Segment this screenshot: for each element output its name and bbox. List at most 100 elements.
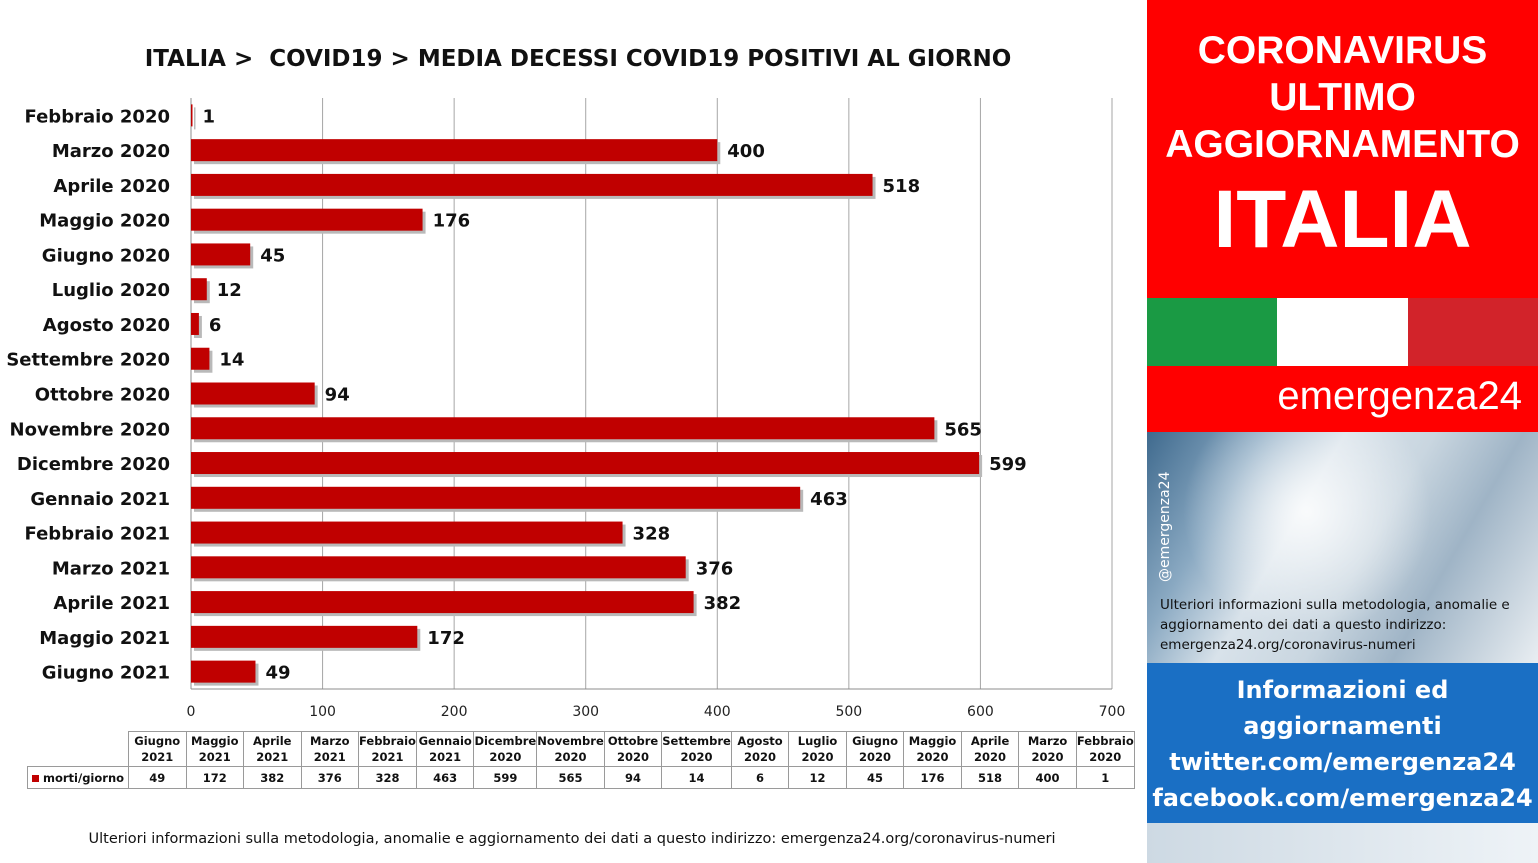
table-value-cell: 12 <box>788 766 847 789</box>
table-value-cell: 172 <box>185 766 244 789</box>
bar <box>191 243 251 266</box>
legend-swatch <box>32 774 39 782</box>
bar-value-label: 12 <box>217 280 242 301</box>
table-header-cell: Aprile 2020 <box>960 731 1020 767</box>
table-value-cell: 1 <box>1075 766 1135 789</box>
facebook-link[interactable]: facebook.com/emergenza24 <box>1152 784 1533 812</box>
table-value-cell: 328 <box>358 766 417 789</box>
country-name: ITALIA <box>1213 174 1472 265</box>
data-table: Giugno 2021 Maggio 2021 Aprile 2021 Marzo 2… <box>27 731 1135 789</box>
brand-bar: emergenza24 <box>1147 366 1538 432</box>
bar-value-label: 14 <box>219 350 244 371</box>
bottom-strip <box>1147 823 1538 863</box>
table-header-cell: Gennaio 2021 <box>415 731 475 767</box>
contact-line-1: Informazioni ed <box>1236 676 1449 704</box>
table-header-cell: Febbraio 2020 <box>1075 731 1135 767</box>
italian-flag <box>1147 298 1538 366</box>
bar-value-label: 1 <box>203 106 216 127</box>
bar <box>191 173 873 196</box>
category-label: Settembre 2020 <box>6 350 170 371</box>
bar <box>191 556 686 579</box>
table-series-cell: morti/giorno <box>27 766 129 789</box>
flag-stripe-red <box>1408 298 1538 366</box>
table-header-cell: Novembre 2020 <box>536 731 605 767</box>
x-tick-label: 0 <box>187 704 196 720</box>
bar-value-label: 518 <box>883 176 921 197</box>
bar <box>191 208 423 231</box>
table-value-cell: 565 <box>536 766 605 789</box>
bar-value-label: 565 <box>944 419 982 440</box>
category-label: Maggio 2021 <box>39 628 170 649</box>
table-header-cell: Maggio 2021 <box>185 731 244 767</box>
table-header-cell: Febbraio 2021 <box>358 731 417 767</box>
x-tick-label: 200 <box>441 704 468 720</box>
category-label: Marzo 2021 <box>52 558 170 579</box>
bar-value-label: 172 <box>427 628 465 649</box>
footnote: Ulteriori informazioni sulla metodologia… <box>88 831 1056 847</box>
category-label: Aprile 2020 <box>53 176 170 197</box>
table-header-cell: Settembre 2020 <box>661 731 732 767</box>
x-tick-label: 600 <box>967 704 994 720</box>
category-label: Giugno 2021 <box>42 663 170 684</box>
bar-value-label: 463 <box>810 489 848 510</box>
contact-line-2: aggiornamenti <box>1243 712 1442 740</box>
category-label: Marzo 2020 <box>52 141 170 162</box>
table-header-cell: Marzo 2021 <box>300 731 359 767</box>
bar-value-label: 400 <box>727 141 765 162</box>
category-label: Febbraio 2021 <box>25 524 170 545</box>
category-label: Giugno 2020 <box>42 245 170 266</box>
table-header-cell: Dicembre 2020 <box>473 731 538 767</box>
table-header-cell: Aprile 2021 <box>243 731 302 767</box>
x-tick-label: 100 <box>309 704 336 720</box>
bar <box>191 139 718 162</box>
contact-box: Informazioni ed aggiornamenti twitter.co… <box>1147 663 1538 823</box>
table-value-cell: 382 <box>243 766 302 789</box>
category-label: Luglio 2020 <box>52 280 170 301</box>
bar <box>191 625 418 648</box>
category-label: Dicembre 2020 <box>17 454 170 475</box>
brand-name: emergenza24 <box>1277 374 1522 418</box>
chart-panel: ITALIA > COVID19 > MEDIA DECESSI COVID19… <box>6 46 1135 847</box>
bar <box>191 104 193 127</box>
x-tick-label: 700 <box>1099 704 1126 720</box>
table-value-cell: 376 <box>300 766 359 789</box>
bar <box>191 521 623 544</box>
table-value-cell: 176 <box>903 766 962 789</box>
category-label: Maggio 2020 <box>39 211 170 232</box>
bar-value-label: 382 <box>704 593 742 614</box>
bar-value-label: 328 <box>633 524 671 545</box>
bar <box>191 417 935 440</box>
methodology-note: Ulteriori informazioni sulla metodologia… <box>1160 597 1510 653</box>
flag-stripe-green <box>1147 298 1277 366</box>
photo-glow <box>1177 432 1437 632</box>
twitter-link[interactable]: twitter.com/emergenza24 <box>1169 748 1516 776</box>
table-value-cell: 400 <box>1018 766 1077 789</box>
x-tick-label: 500 <box>835 704 862 720</box>
table-header-cell: Maggio 2020 <box>903 731 962 767</box>
header-line-3: AGGIORNAMENTO <box>1165 123 1520 166</box>
sidebar: CORONAVIRUS ULTIMO AGGIORNAMENTO ITALIA … <box>1144 0 1538 863</box>
chart-title: ITALIA > COVID19 > MEDIA DECESSI COVID19… <box>144 46 1012 72</box>
bar-value-label: 176 <box>433 211 471 232</box>
category-label: Aprile 2021 <box>53 593 170 614</box>
category-label: Ottobre 2020 <box>35 385 170 406</box>
bar-value-label: 599 <box>989 454 1027 475</box>
bar-value-label: 6 <box>209 315 222 336</box>
table-header-cell: Luglio 2020 <box>788 731 847 767</box>
background-photo: @emergenza24 Ulteriori informazioni sull… <box>1147 432 1538 663</box>
table-header-row: Giugno 2021 Maggio 2021 Aprile 2021 Marzo 2… <box>27 731 1135 767</box>
category-label: Novembre 2020 <box>10 419 170 440</box>
table-header-cell: Marzo 2020 <box>1018 731 1077 767</box>
table-value-cell: 45 <box>845 766 905 789</box>
category-label: Gennaio 2021 <box>30 489 170 510</box>
category-label: Febbraio 2020 <box>25 106 170 127</box>
table-header-cell: Agosto 2020 <box>730 731 790 767</box>
table-value-cell: 14 <box>661 766 732 789</box>
header-line-2: ULTIMO <box>1269 76 1416 119</box>
bar-value-label: 376 <box>696 558 734 579</box>
bar <box>191 591 694 614</box>
table-value-cell: 49 <box>128 766 187 789</box>
category-label: Agosto 2020 <box>43 315 170 336</box>
table-header-cell: Ottobre 2020 <box>603 731 663 767</box>
bar <box>191 660 256 683</box>
